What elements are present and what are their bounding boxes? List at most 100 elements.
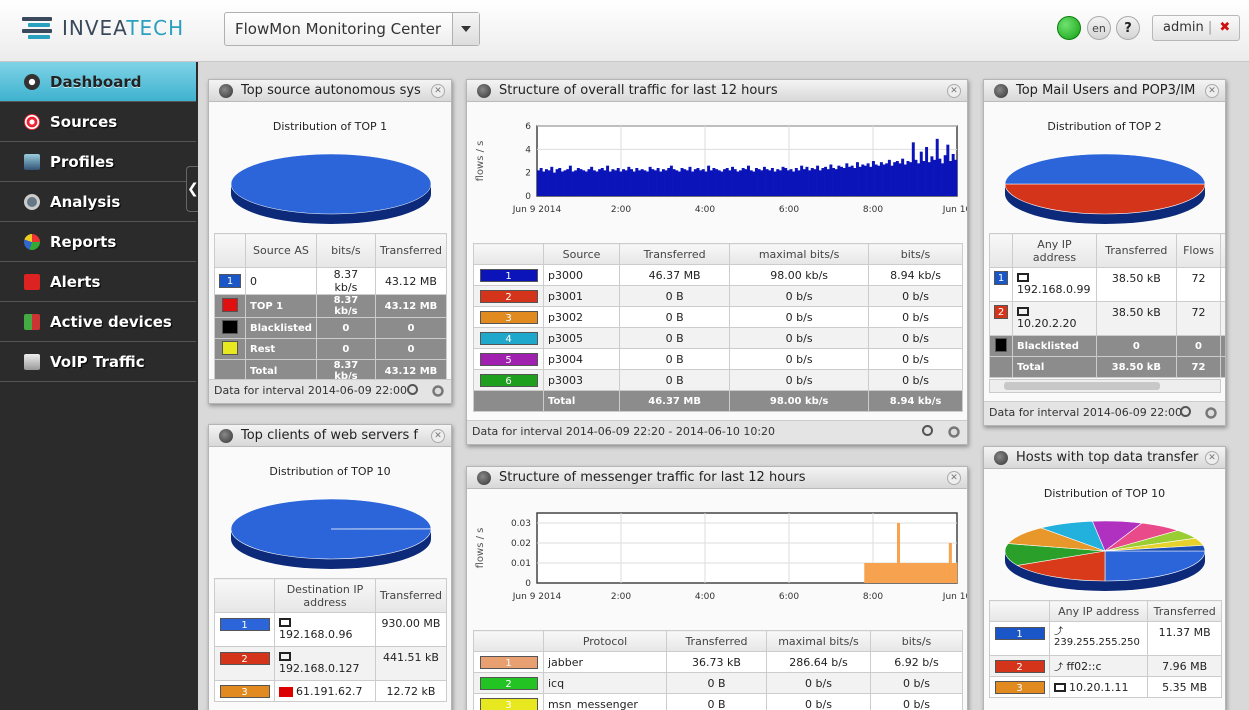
x-tick-label: 2:00 — [611, 205, 631, 215]
table-row[interactable]: Blacklisted 0 0 — [214, 317, 448, 339]
bar — [739, 170, 742, 196]
bar — [614, 170, 618, 196]
table-row[interactable]: TOP 1 8.37 kb/s 43.12 MB — [214, 294, 448, 318]
bar — [691, 171, 695, 196]
close-icon[interactable]: ✕ — [1205, 84, 1219, 98]
bar — [897, 523, 901, 583]
panel-header[interactable]: Hosts with top data transfer ✕ — [984, 447, 1225, 469]
panel-header[interactable]: Top source autonomous sys ✕ — [209, 80, 451, 102]
table-row[interactable]: 1 p3000 46.37 MB 98.00 kb/s 8.94 kb/s — [473, 264, 963, 286]
pin-icon[interactable] — [477, 84, 491, 98]
sidebar-item-label: Analysis — [50, 193, 121, 211]
sidebar-item-sources[interactable]: Sources — [0, 102, 196, 142]
gear-icon[interactable] — [431, 384, 445, 398]
table-row[interactable]: Rest 0 0 — [214, 338, 448, 360]
gear-icon[interactable] — [947, 425, 961, 439]
table-row[interactable]: 2 192.168.0.127 441.51 kB — [214, 646, 448, 681]
sidebar-item-dashboard[interactable]: Dashboard — [0, 62, 196, 102]
table-row[interactable]: 1 192.168.0.99 38.50 kB 72 — [989, 267, 1225, 302]
pin-icon[interactable] — [994, 451, 1008, 465]
bar — [619, 171, 623, 196]
bar — [911, 142, 915, 196]
logout-icon[interactable]: ✖ — [1219, 20, 1231, 35]
bar — [731, 166, 735, 196]
table-row[interactable]: 2 10.20.2.20 38.50 kB 72 — [989, 301, 1225, 336]
close-icon[interactable]: ✕ — [431, 429, 445, 443]
y-axis-label: flows / s — [475, 141, 486, 182]
sidebar-item-reports[interactable]: Reports — [0, 222, 196, 262]
bar — [778, 170, 782, 196]
pin-icon[interactable] — [994, 84, 1008, 98]
chevron-down-icon[interactable] — [452, 13, 479, 45]
color-swatch — [995, 337, 1007, 352]
pin-icon[interactable] — [219, 84, 233, 98]
col-header: T — [1220, 233, 1225, 268]
bar — [797, 170, 801, 196]
pin-icon[interactable] — [219, 429, 233, 443]
table-row[interactable]: 1 0 8.37 kb/s 43.12 MB — [214, 267, 448, 295]
panel-header[interactable]: Structure of overall traffic for last 12… — [467, 80, 967, 102]
bar — [949, 161, 952, 196]
scrollbar-thumb[interactable] — [1004, 382, 1160, 390]
bar — [616, 168, 620, 196]
sidebar-collapse-button[interactable]: ❮ — [186, 166, 199, 212]
gear-icon[interactable] — [1204, 406, 1218, 420]
close-icon[interactable]: ✕ — [947, 471, 961, 485]
close-icon[interactable]: ✕ — [431, 84, 445, 98]
pie-slice — [1016, 550, 1106, 582]
bar — [842, 168, 846, 196]
table-row[interactable]: 1 jabber 36.73 kB 286.64 b/s 6.92 b/s — [473, 651, 963, 673]
horizontal-scrollbar[interactable] — [989, 379, 1221, 393]
sidebar-item-active-devices[interactable]: Active devices — [0, 302, 196, 342]
bar — [933, 159, 937, 196]
sidebar-item-voip-traffic[interactable]: VoIP Traffic — [0, 342, 196, 382]
panel-footer: Data for interval 2014-06-09 22:00 — [209, 379, 451, 403]
panel-header[interactable]: Structure of messenger traffic for last … — [467, 467, 967, 489]
chart-subtitle: Distribution of TOP 10 — [269, 465, 391, 478]
sidebar-item-alerts[interactable]: Alerts — [0, 262, 196, 302]
bits-value: 8.94 kb/s — [868, 264, 963, 286]
magnifier-icon[interactable] — [922, 425, 933, 436]
panel-header[interactable]: Top clients of web servers f ✕ — [209, 425, 451, 447]
ip-address: 10.20.1.11 — [1069, 680, 1129, 694]
computer-icon — [279, 651, 291, 661]
source-name: p3002 — [543, 306, 620, 328]
magnifier-icon[interactable] — [407, 384, 418, 395]
bits-value: 0 b/s — [868, 306, 963, 328]
panel-header[interactable]: Top Mail Users and POP3/IM ✕ — [984, 80, 1225, 102]
table-row[interactable]: 3 61.191.62.7 12.72 kB — [214, 680, 448, 702]
max-bits-value: 0 b/s — [766, 693, 871, 710]
x-tick-label: 8:00 — [863, 592, 883, 602]
language-button[interactable]: en — [1087, 16, 1111, 40]
table-row[interactable]: Blacklisted 0 0 — [989, 335, 1225, 357]
rank-badge: 1 — [479, 268, 538, 282]
bar — [574, 170, 578, 196]
pin-icon[interactable] — [477, 471, 491, 485]
sidebar-item-analysis[interactable]: Analysis — [0, 182, 196, 222]
bar — [762, 166, 766, 196]
help-button[interactable]: ? — [1116, 16, 1140, 40]
table-row[interactable]: 1 192.168.0.96 930.00 MB — [214, 612, 448, 647]
bar — [786, 170, 790, 196]
bar — [624, 170, 628, 196]
inveatech-logo[interactable]: INVEATECH — [22, 16, 184, 40]
table-row[interactable]: 1 ⤴ 239.255.255.250 11.37 MB — [989, 621, 1222, 656]
user-menu[interactable]: admin | ✖ — [1152, 15, 1240, 41]
close-icon[interactable]: ✕ — [947, 84, 961, 98]
magnifier-icon[interactable] — [1180, 406, 1191, 417]
table-row[interactable]: 2 ⤴ ff02::c 7.96 MB — [989, 655, 1222, 677]
application-select[interactable]: FlowMon Monitoring Center — [224, 12, 480, 46]
bar — [537, 170, 540, 196]
close-icon[interactable]: ✕ — [1205, 451, 1219, 465]
table-row[interactable]: 3 10.20.1.11 5.35 MB — [989, 676, 1222, 698]
bar — [683, 169, 687, 196]
sidebar-item-profiles[interactable]: Profiles — [0, 142, 196, 182]
x-tick-label: 6:00 — [779, 592, 799, 602]
